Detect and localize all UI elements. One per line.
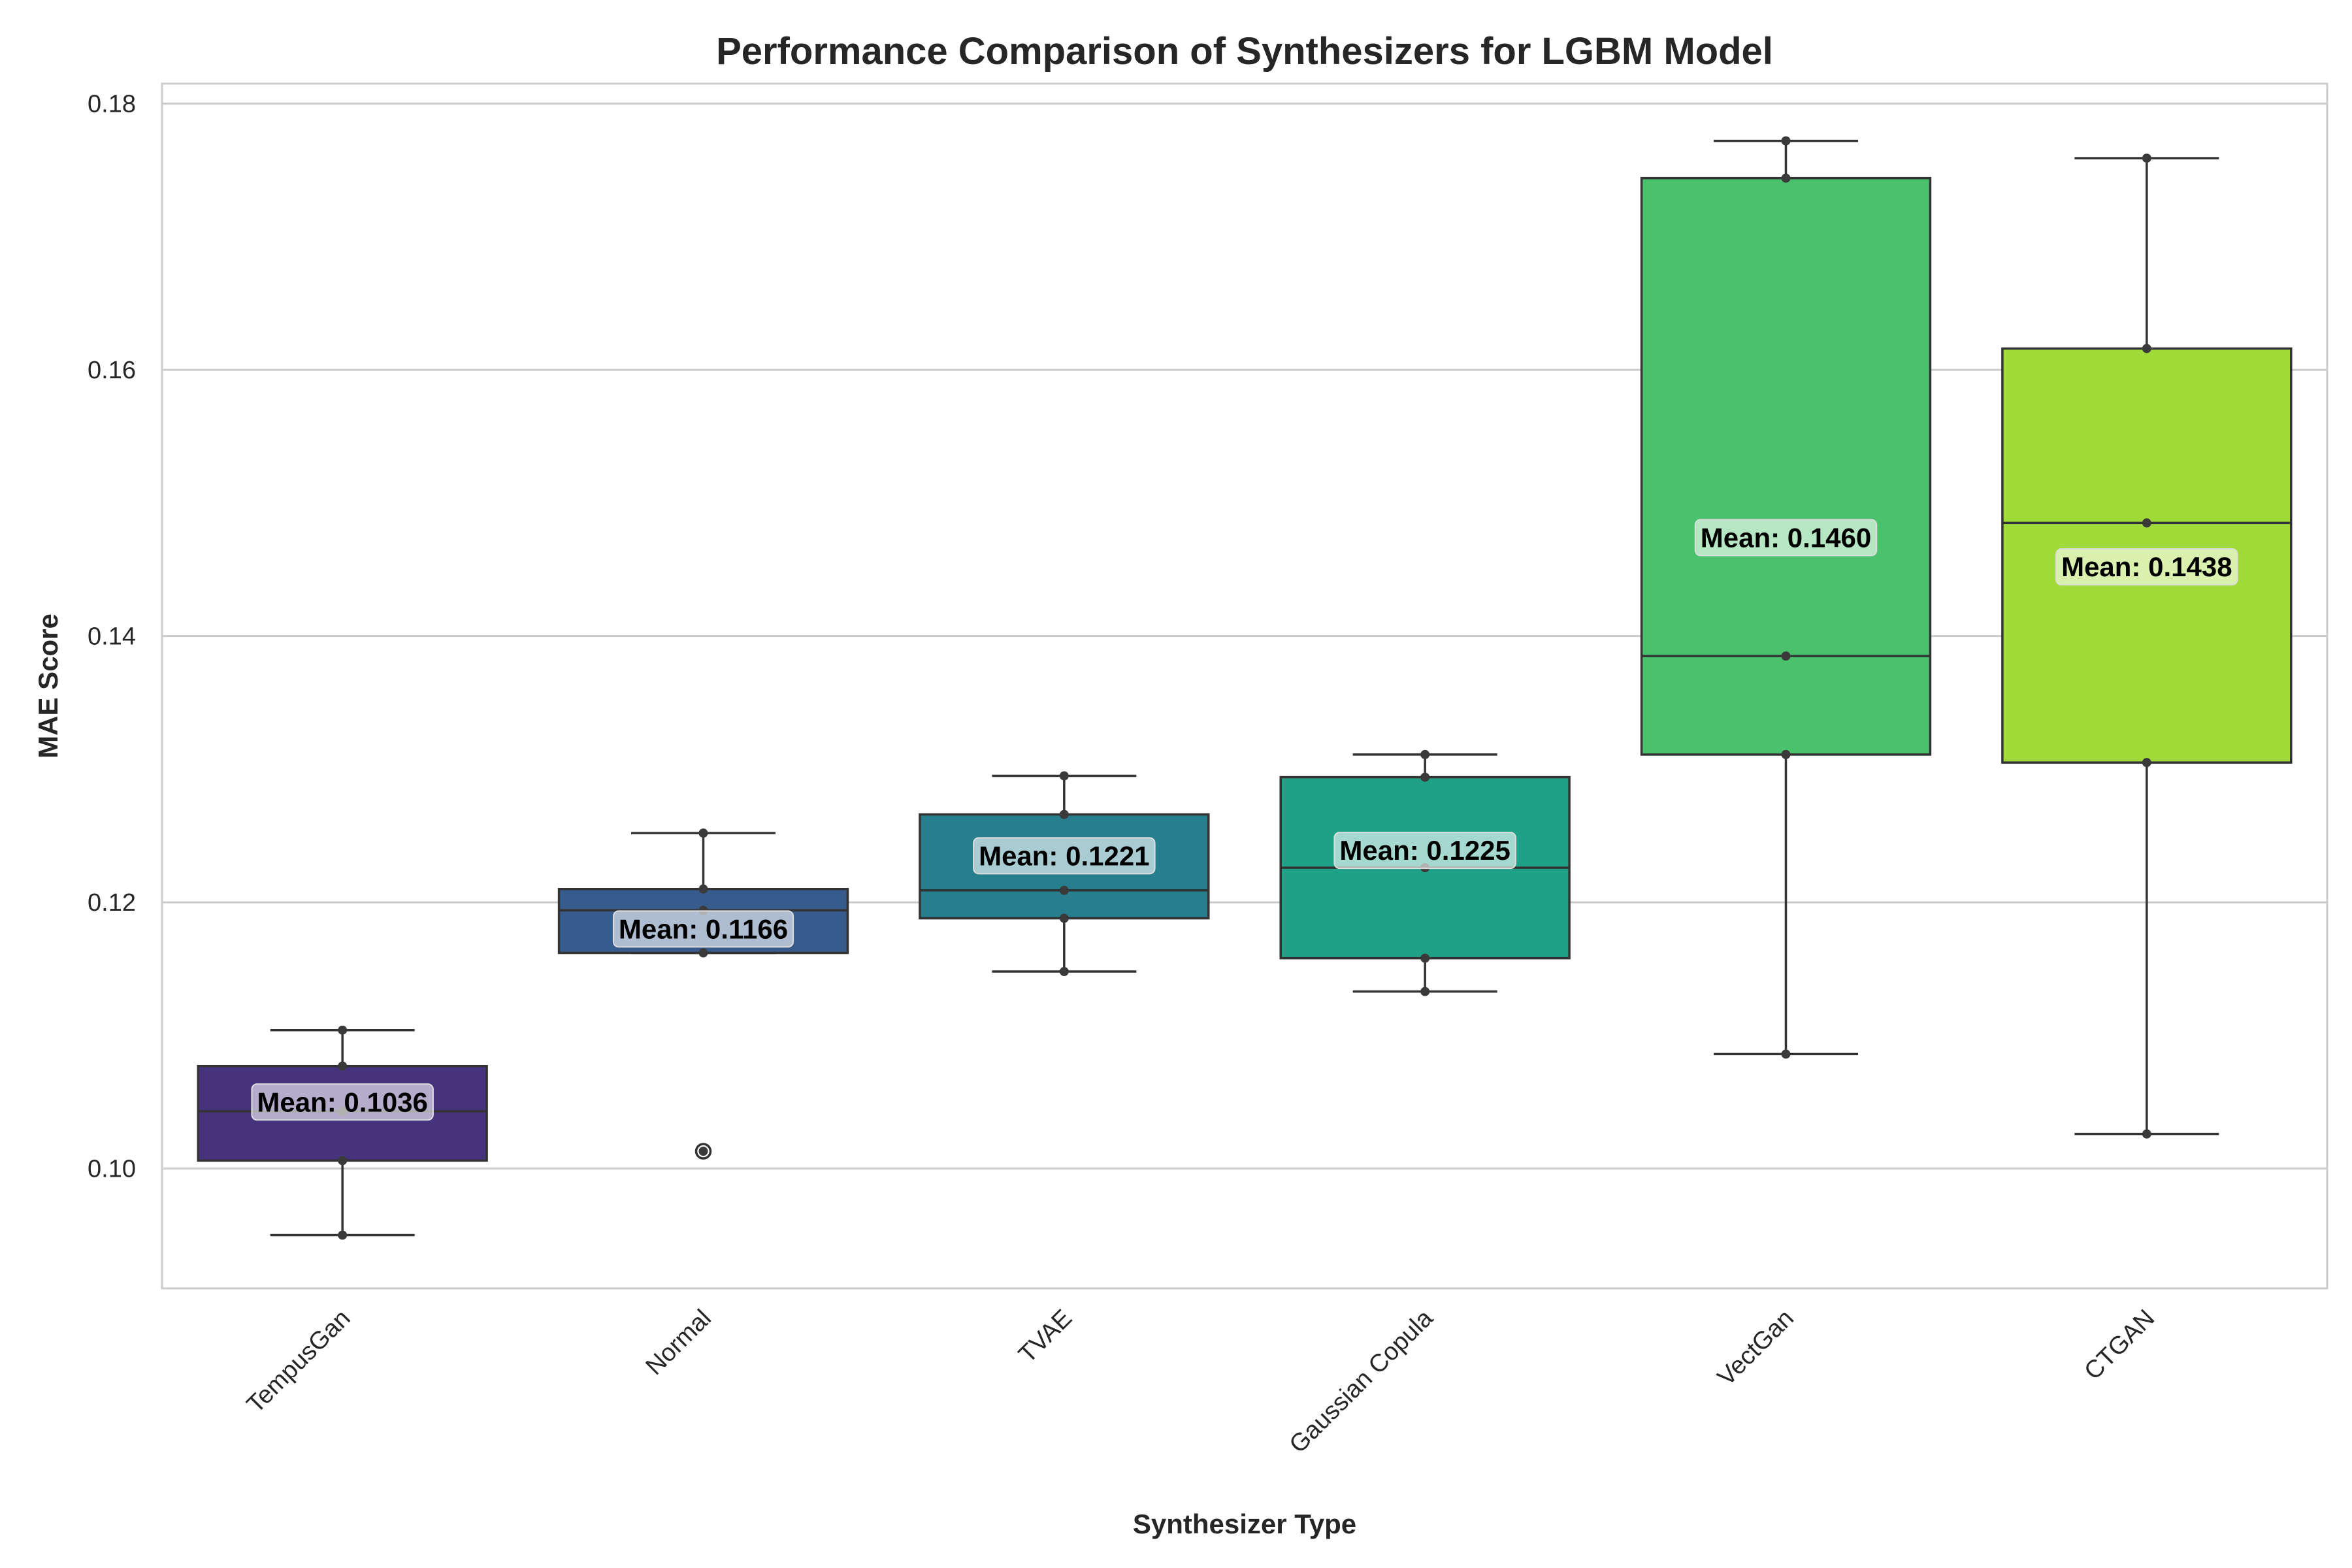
data-point [1420, 749, 1430, 759]
mean-label: Mean: 0.1460 [1701, 522, 1871, 553]
y-axis-label: MAE Score [33, 613, 63, 759]
mean-label-background [251, 1083, 434, 1121]
mean-labels: Mean: 0.1036 Mean: 0.1166 Mean: 0.1221 Mean… [251, 519, 2238, 1121]
chart-title: Performance Comparison of Synthesizers f… [716, 30, 1773, 73]
y-tick-label: 0.18 [88, 91, 136, 118]
data-point [1420, 987, 1430, 996]
data-point [1781, 1049, 1791, 1059]
data-point [1059, 885, 1069, 895]
mean-label: Mean: 0.1166 [619, 913, 788, 944]
data-point [1781, 173, 1791, 183]
data-point [2142, 1129, 2151, 1139]
box-gaussian-copula [1279, 749, 1571, 996]
data-point [1059, 913, 1069, 923]
data-point [338, 1156, 348, 1166]
data-point [698, 948, 708, 958]
grid-lines [162, 103, 2327, 1170]
y-tick-label: 0.12 [88, 889, 136, 917]
data-point [1781, 749, 1791, 759]
mean-annotation: Mean: 0.1225 [1333, 832, 1516, 870]
data-point [1420, 953, 1430, 963]
data-point [1059, 809, 1069, 819]
mean-label: Mean: 0.1036 [257, 1086, 427, 1117]
mean-label-background [973, 837, 1156, 875]
mean-label-background [612, 910, 794, 948]
box-vectgan [1640, 136, 1932, 1059]
data-point [338, 1230, 348, 1240]
plot-frame [161, 82, 2328, 1290]
mean-label-background [2055, 548, 2238, 586]
data-point [1781, 651, 1791, 661]
mean-label: Mean: 0.1438 [2061, 551, 2232, 582]
y-tick-labels: 0.10 0.12 0.14 0.16 0.18 [88, 91, 136, 1183]
data-point [1059, 967, 1069, 977]
data-point [1059, 771, 1069, 781]
data-point [338, 1025, 348, 1035]
mean-annotation: Mean: 0.1438 [2055, 548, 2238, 586]
data-point [2142, 758, 2151, 768]
mean-label-background [1333, 832, 1516, 870]
mean-annotation: Mean: 0.1221 [973, 837, 1156, 875]
data-point [698, 884, 708, 894]
data-point [698, 1147, 708, 1156]
data-point [2142, 344, 2151, 353]
data-point [2142, 154, 2151, 163]
mean-annotation: Mean: 0.1036 [251, 1083, 434, 1121]
data-point [2142, 518, 2151, 528]
mean-annotation: Mean: 0.1460 [1694, 519, 1878, 557]
outlier-point [694, 1143, 712, 1160]
mean-label: Mean: 0.1225 [1339, 835, 1510, 866]
iqr-box [1640, 176, 1932, 756]
y-tick-label: 0.16 [88, 357, 136, 384]
data-point [698, 828, 708, 838]
mean-label: Mean: 0.1221 [979, 840, 1149, 871]
mean-annotation: Mean: 0.1166 [612, 910, 794, 948]
data-point [1781, 136, 1791, 146]
data-point [338, 1061, 348, 1071]
data-point [1420, 772, 1430, 782]
y-tick-label: 0.14 [88, 623, 136, 651]
y-tick-label: 0.10 [88, 1156, 136, 1183]
x-axis-label: Synthesizer Type [1133, 1509, 1356, 1539]
mean-label-background [1694, 519, 1878, 557]
